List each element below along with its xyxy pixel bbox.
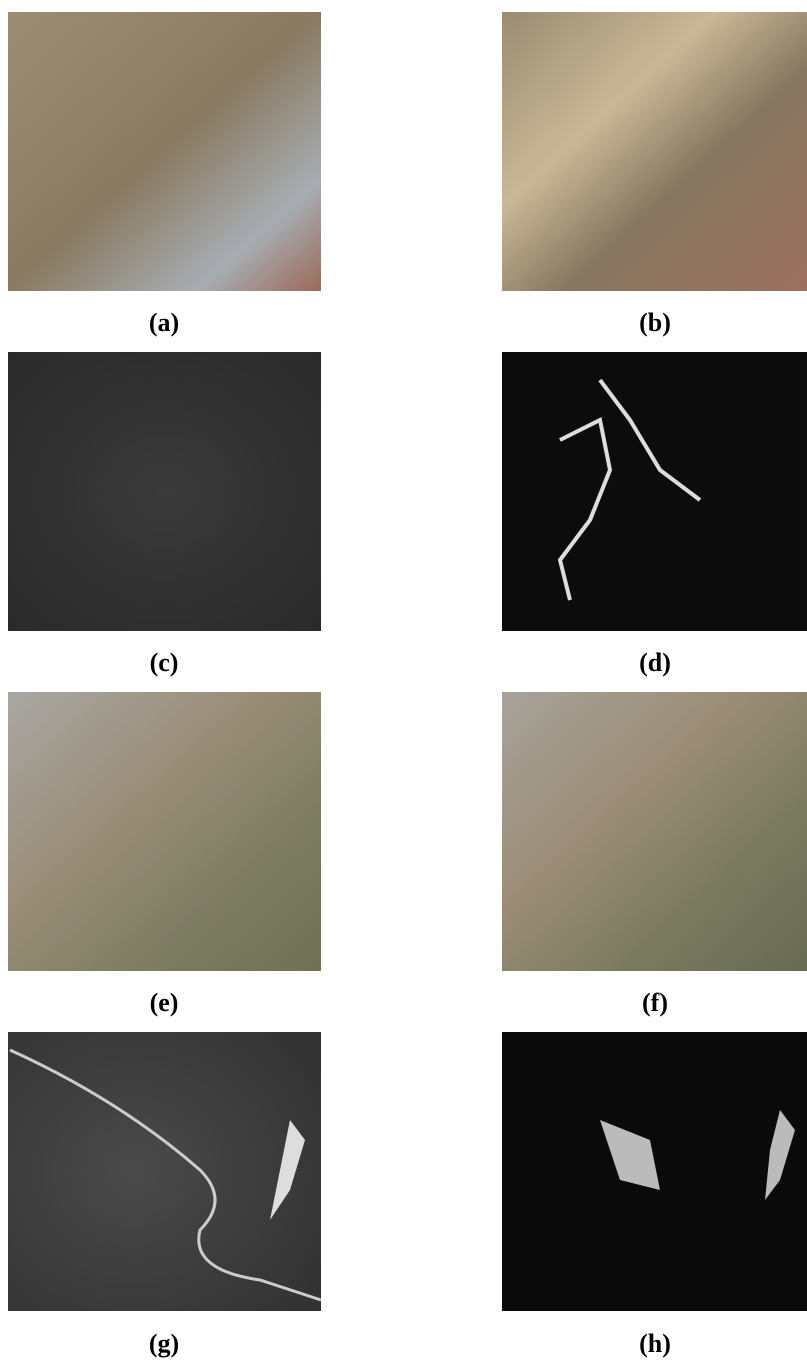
- image-b: [502, 12, 807, 291]
- panel-label: (a): [149, 308, 179, 337]
- panel-label: (c): [150, 648, 179, 677]
- page: (a) (b) (c) (d) (e) (f) (g) (h) (() => {…: [0, 0, 807, 1364]
- panel-label: (e): [150, 988, 179, 1017]
- image-c: [8, 352, 321, 631]
- figure: (a) (b) (c) (d) (e) (f) (g) (h): [0, 0, 807, 1364]
- image-e: [8, 692, 321, 971]
- panel-label: (h): [639, 1329, 671, 1358]
- panel-label: (b): [639, 308, 671, 337]
- panel-label: (g): [149, 1329, 179, 1358]
- panel-label: (d): [639, 648, 671, 677]
- image-d: [502, 352, 807, 631]
- image-a: [8, 12, 321, 291]
- image-g: [8, 1032, 321, 1311]
- image-f: [502, 692, 807, 971]
- panel-label: (f): [642, 988, 668, 1017]
